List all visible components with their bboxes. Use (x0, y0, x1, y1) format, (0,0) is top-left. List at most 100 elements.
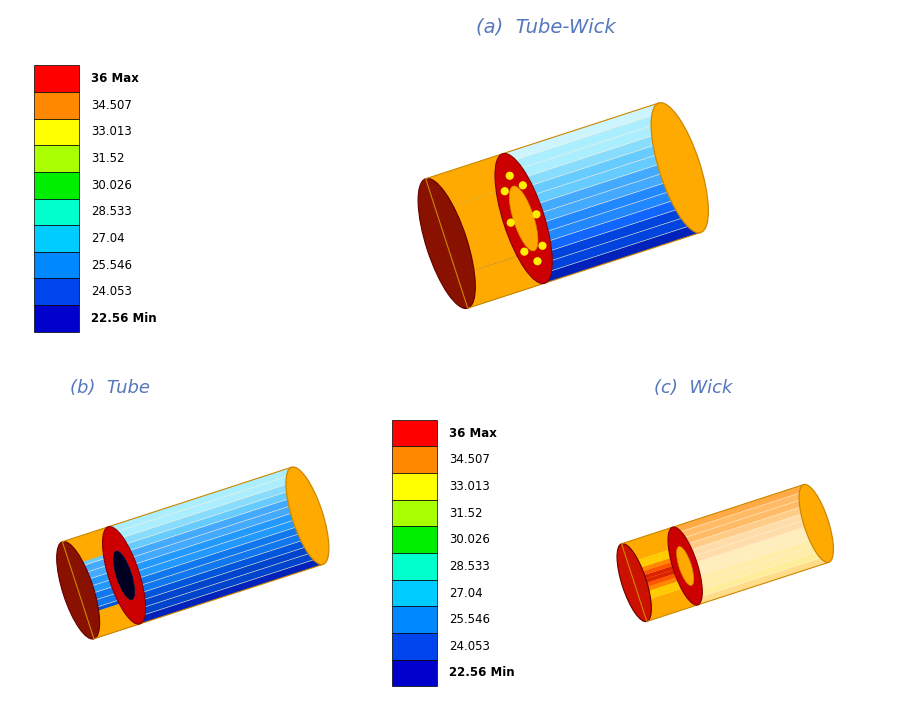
Circle shape (508, 219, 514, 226)
Ellipse shape (495, 153, 553, 284)
Text: 33.013: 33.013 (449, 480, 489, 493)
Polygon shape (465, 223, 700, 308)
Ellipse shape (677, 547, 694, 586)
Bar (392, 553, 437, 580)
Text: 36 Max: 36 Max (91, 72, 139, 85)
Polygon shape (636, 530, 821, 596)
Bar (34, 92, 79, 118)
Polygon shape (426, 154, 513, 211)
Polygon shape (621, 527, 678, 563)
Circle shape (521, 248, 528, 255)
Ellipse shape (113, 551, 135, 600)
Polygon shape (81, 523, 312, 604)
Ellipse shape (651, 103, 709, 233)
Text: (c)  Wick: (c) Wick (654, 379, 733, 397)
Polygon shape (638, 578, 690, 598)
Circle shape (534, 258, 541, 264)
Polygon shape (462, 214, 698, 299)
Text: 22.56 Min: 22.56 Min (449, 666, 514, 679)
Polygon shape (441, 150, 677, 234)
Polygon shape (634, 566, 687, 586)
Polygon shape (62, 527, 116, 566)
Polygon shape (633, 562, 685, 583)
Bar (392, 526, 437, 553)
Ellipse shape (509, 186, 538, 251)
Text: 24.053: 24.053 (449, 640, 489, 653)
Circle shape (520, 182, 526, 189)
Bar (34, 145, 79, 172)
Polygon shape (62, 467, 294, 549)
Bar (34, 65, 79, 92)
Text: 28.533: 28.533 (449, 560, 489, 573)
Polygon shape (76, 509, 308, 591)
Polygon shape (455, 196, 692, 281)
Bar (34, 199, 79, 225)
Polygon shape (435, 130, 671, 216)
Bar (34, 305, 79, 332)
Bar (392, 633, 437, 659)
Polygon shape (633, 517, 816, 583)
Circle shape (501, 188, 509, 194)
Bar (34, 172, 79, 199)
Bar (34, 279, 79, 305)
Polygon shape (69, 488, 301, 569)
Polygon shape (635, 570, 688, 591)
Bar (392, 580, 437, 606)
Polygon shape (641, 543, 824, 608)
Polygon shape (638, 537, 823, 602)
Ellipse shape (113, 551, 135, 600)
Polygon shape (628, 504, 812, 569)
Bar (34, 118, 79, 145)
Ellipse shape (668, 527, 702, 605)
Ellipse shape (103, 527, 145, 624)
Polygon shape (426, 103, 662, 188)
Polygon shape (459, 205, 695, 290)
Polygon shape (644, 556, 829, 621)
Polygon shape (436, 186, 534, 276)
Polygon shape (628, 547, 680, 567)
Polygon shape (431, 121, 667, 206)
Polygon shape (637, 574, 688, 594)
Text: 31.52: 31.52 (91, 152, 124, 165)
Circle shape (533, 211, 540, 218)
Polygon shape (429, 112, 665, 197)
Ellipse shape (418, 179, 476, 308)
Text: 28.533: 28.533 (91, 206, 131, 218)
Polygon shape (626, 498, 810, 563)
Polygon shape (78, 515, 309, 597)
Polygon shape (447, 168, 683, 252)
Circle shape (507, 172, 513, 179)
Polygon shape (84, 537, 317, 618)
Polygon shape (72, 495, 303, 576)
Bar (392, 659, 437, 686)
Text: 36 Max: 36 Max (449, 427, 497, 440)
Bar (392, 606, 437, 633)
Text: 34.507: 34.507 (91, 99, 131, 112)
Bar (34, 225, 79, 252)
Polygon shape (634, 523, 818, 589)
Text: 27.04: 27.04 (91, 232, 125, 245)
Text: 30.026: 30.026 (91, 179, 131, 191)
Circle shape (539, 242, 546, 249)
Polygon shape (629, 550, 681, 571)
Text: 25.546: 25.546 (449, 613, 490, 626)
Bar (392, 447, 437, 473)
Ellipse shape (799, 484, 834, 562)
Text: 22.56 Min: 22.56 Min (91, 312, 156, 325)
Polygon shape (73, 502, 305, 584)
Polygon shape (92, 557, 323, 639)
Polygon shape (453, 186, 688, 272)
Polygon shape (450, 177, 686, 262)
Bar (392, 420, 437, 447)
Polygon shape (87, 544, 319, 625)
Text: 31.52: 31.52 (449, 506, 482, 520)
Polygon shape (630, 510, 814, 576)
Polygon shape (632, 558, 684, 579)
Polygon shape (426, 103, 700, 308)
Polygon shape (643, 549, 827, 615)
Text: 30.026: 30.026 (449, 533, 489, 546)
Polygon shape (62, 467, 323, 639)
Ellipse shape (285, 467, 329, 564)
Polygon shape (443, 159, 679, 243)
Bar (34, 252, 79, 279)
